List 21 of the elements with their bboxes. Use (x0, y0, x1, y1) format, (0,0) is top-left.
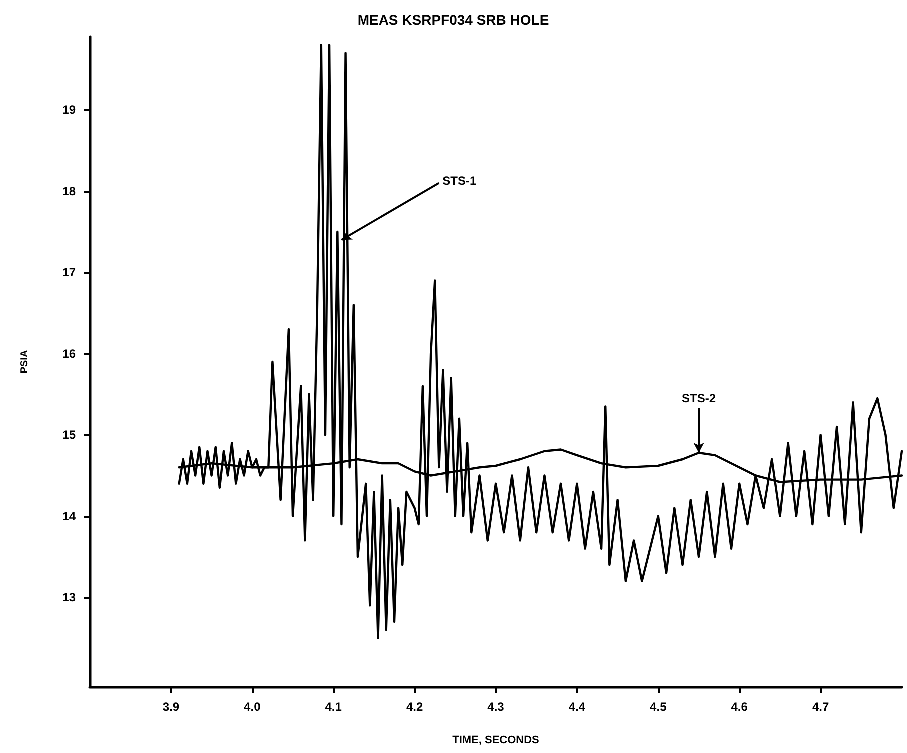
y-tick-label: 17 (62, 266, 76, 280)
y-tick-label: 15 (62, 428, 76, 442)
y-tick-label: 18 (62, 184, 76, 198)
x-tick-label: 4.2 (406, 700, 424, 714)
y-axis-title: PSIA (20, 350, 30, 374)
x-tick-label: 4.6 (731, 700, 748, 714)
x-tick-label: 4.1 (325, 700, 342, 714)
x-tick-label: 4.7 (812, 700, 830, 714)
x-tick-label: 4.4 (568, 700, 586, 714)
x-tick-label: 4.5 (650, 700, 668, 714)
y-tick-label: 14 (62, 509, 76, 524)
y-tick-label: 13 (62, 590, 76, 605)
x-tick-label: 4.3 (488, 700, 505, 714)
x-tick-label: 3.9 (162, 700, 180, 714)
x-tick-label: 4.0 (244, 700, 262, 714)
y-tick-label: 19 (62, 103, 76, 118)
chart-title: MEAS KSRPF034 SRB HOLE (358, 12, 550, 28)
annotation: STS-1 (442, 174, 477, 188)
x-axis-title: TIME, SECONDS (452, 734, 540, 746)
annotation: STS-2 (682, 391, 716, 406)
y-tick-label: 16 (62, 346, 76, 361)
